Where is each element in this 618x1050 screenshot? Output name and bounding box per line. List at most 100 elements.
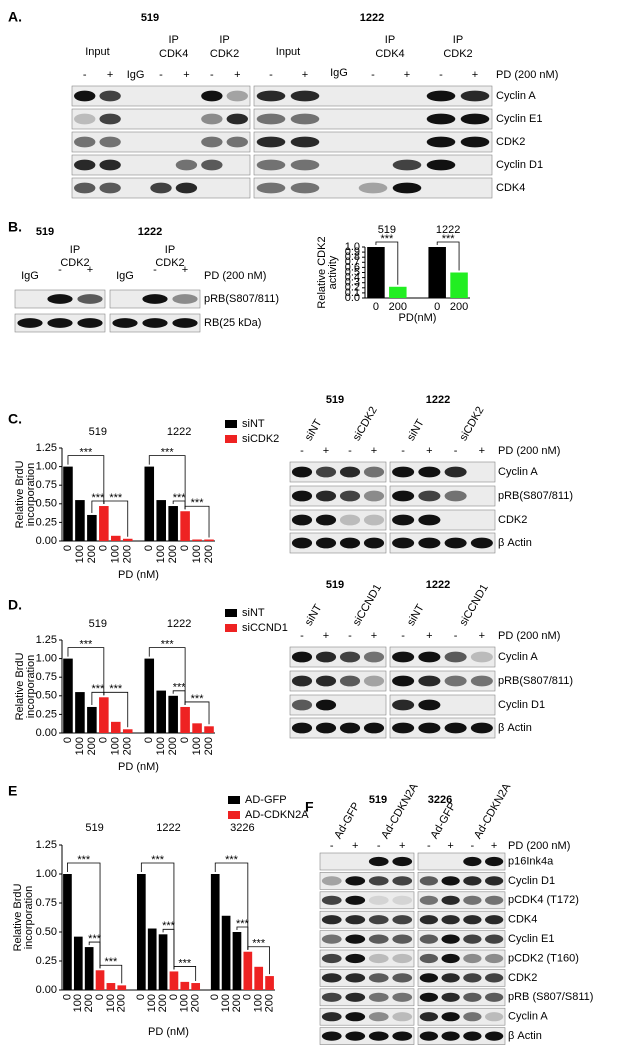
protein-label: CDK4 (508, 914, 537, 926)
y-tick-label: 0.3 (345, 277, 360, 289)
band (256, 113, 286, 125)
bar (63, 658, 73, 733)
band (201, 159, 223, 171)
significance-bracket (103, 691, 129, 728)
x-tick-label: 200 (450, 301, 468, 313)
x-tick-label: 100 (110, 737, 122, 755)
legend-swatch (228, 811, 240, 819)
significance-bracket (140, 862, 175, 970)
band (339, 537, 361, 549)
band (363, 675, 385, 687)
bar (254, 966, 264, 990)
band (463, 876, 482, 886)
bar (87, 706, 97, 733)
bar (168, 506, 178, 541)
sign: + (183, 69, 189, 81)
y-tick-label: 0.4 (345, 272, 360, 284)
bar (84, 947, 94, 990)
bar (144, 658, 155, 733)
sign: + (426, 630, 432, 642)
protein-label: pCDK4 (T172) (508, 894, 579, 906)
band (368, 856, 389, 867)
band (392, 876, 413, 886)
sign: + (302, 69, 308, 81)
blot-strip (253, 85, 493, 107)
sign: + (472, 69, 478, 81)
legend-swatch (225, 420, 237, 428)
bar (450, 272, 468, 298)
band (444, 490, 467, 502)
band (142, 294, 168, 304)
blot-strip (289, 717, 387, 739)
bar (367, 247, 385, 298)
bar (221, 915, 231, 990)
band (291, 537, 313, 549)
x-tick-label: 200 (203, 545, 215, 563)
band (74, 136, 96, 148)
y-tick-label: 0.25 (36, 516, 57, 528)
bar (169, 971, 179, 990)
sign: + (371, 630, 377, 642)
band (484, 992, 504, 1002)
band (392, 934, 413, 944)
x-tick-label: 0 (61, 994, 73, 1000)
band (441, 992, 460, 1002)
band (363, 514, 385, 526)
lane-header: IP (169, 34, 179, 46)
bar (99, 697, 109, 733)
lane-header: IP (70, 244, 80, 256)
band (363, 537, 385, 549)
significance-bracket (436, 241, 460, 271)
x-tick-label: 0 (98, 737, 110, 743)
x-tick-label: 0 (62, 545, 74, 551)
bar (156, 690, 166, 733)
y-tick-label: 0.25 (36, 708, 57, 720)
bar (147, 928, 157, 990)
protein-label: CDK2 (508, 972, 537, 984)
band (345, 876, 366, 886)
lane-header: CDK2 (443, 48, 472, 60)
significance: *** (161, 639, 175, 651)
blot-strip (417, 988, 506, 1007)
protein-label: Cyclin D1 (498, 699, 545, 711)
lane-header: siNT (405, 417, 427, 443)
band (392, 675, 415, 687)
x-tick-label: 100 (72, 994, 84, 1012)
band (484, 934, 504, 944)
bar (204, 726, 214, 733)
band (419, 895, 439, 905)
band (441, 1012, 460, 1022)
legend-swatch (225, 609, 237, 617)
band (441, 1031, 460, 1041)
band (321, 876, 342, 886)
blot-strip (319, 910, 415, 929)
y-tick-label: 1.25 (36, 839, 57, 851)
significance: *** (109, 683, 123, 695)
band (315, 537, 337, 549)
cell-line: 519 (326, 579, 344, 591)
band (256, 90, 286, 102)
band (291, 466, 313, 478)
sign: - (210, 69, 214, 81)
significance: *** (191, 693, 205, 705)
protein-label: RB(25 kDa) (204, 317, 261, 329)
band (175, 182, 198, 194)
x-tick-label: 200 (231, 994, 243, 1012)
band (358, 182, 388, 194)
band (291, 699, 313, 711)
bar (63, 466, 73, 541)
significance-bracket (247, 946, 270, 975)
x-tick-label: 100 (179, 994, 191, 1012)
group-label: 1222 (436, 224, 460, 236)
band (321, 934, 342, 944)
blot-strip (289, 509, 387, 531)
x-tick-label: 100 (110, 545, 122, 563)
bar (63, 874, 72, 990)
band (441, 895, 460, 905)
significance: *** (173, 492, 187, 504)
x-tick-label: 100 (155, 545, 167, 563)
protein-label: Cyclin E1 (496, 113, 542, 125)
sign: - (454, 630, 458, 642)
bar (243, 951, 253, 990)
band (463, 856, 482, 867)
